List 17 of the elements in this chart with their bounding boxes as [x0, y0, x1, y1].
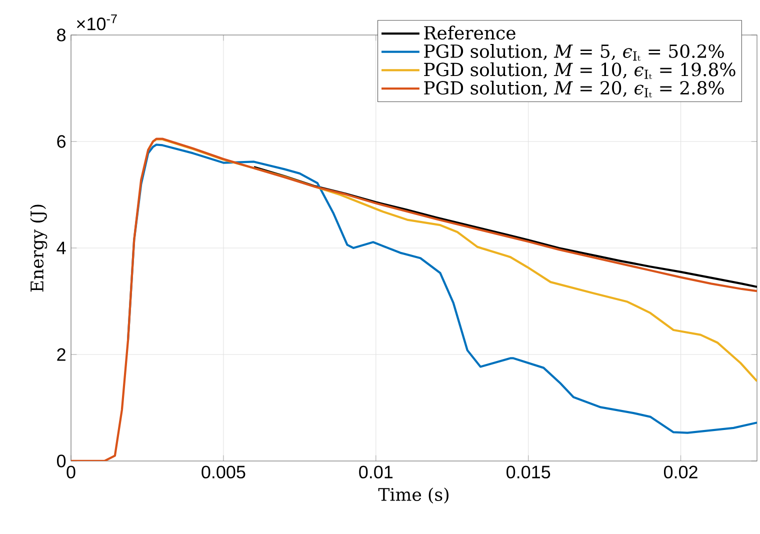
y-tick-label: 0 — [56, 454, 66, 468]
text: ×10$^{-7}$ — [76, 14, 117, 30]
x-axis-title: Time (s) — [378, 488, 448, 504]
x-tick-label: 0.01 — [359, 466, 393, 478]
y-tick-label: 8 — [57, 28, 66, 42]
y-axis-title: Energy (J) — [30, 204, 48, 292]
x-tick-label: 0.02 — [664, 466, 698, 478]
x-tick-label: 0.005 — [202, 466, 246, 478]
x-tick-label: 0 — [66, 466, 76, 478]
legend-label: PGD solution, M = 20, ϵ$_{Iₜ}$ = 2.8% — [424, 80, 724, 98]
legend-label: PGD solution, M = 10, ϵ$_{Iₜ}$ = 19.8% — [424, 62, 736, 80]
x-tick-label: 0.015 — [506, 466, 550, 478]
y-tick-label: 2 — [57, 348, 66, 361]
y-tick-label: 6 — [57, 135, 66, 148]
y-tick-label: 4 — [56, 242, 66, 254]
legend-label: PGD solution, M = 5, ϵ$_{Iₜ}$ = 50.2% — [424, 44, 724, 61]
legend-label: Reference — [424, 26, 516, 40]
